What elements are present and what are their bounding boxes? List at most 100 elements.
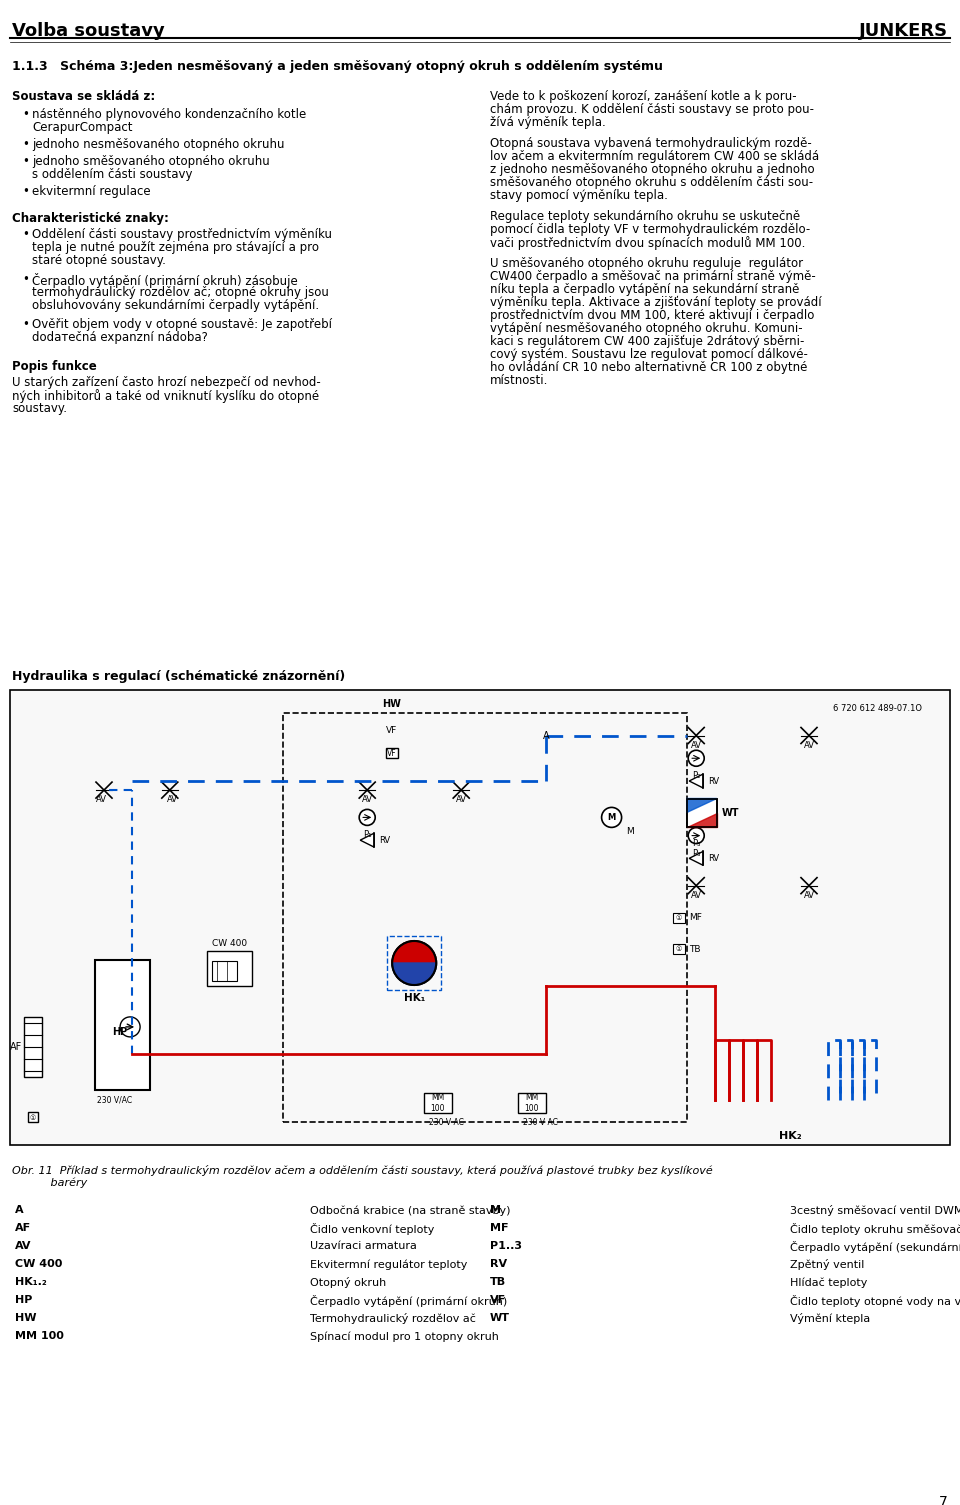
Text: Zpětný ventil: Zpětný ventil <box>790 1260 864 1270</box>
Text: ①: ① <box>676 947 682 953</box>
Text: Spínací modul pro 1 otopny okruh: Spínací modul pro 1 otopny okruh <box>310 1330 499 1341</box>
Text: MF: MF <box>688 914 702 923</box>
Text: CerapurCompact: CerapurCompact <box>32 120 132 134</box>
Text: 7: 7 <box>939 1494 948 1505</box>
Text: P₂: P₂ <box>692 771 701 780</box>
Wedge shape <box>393 963 436 984</box>
Text: MM
100: MM 100 <box>430 1094 444 1112</box>
Text: WT: WT <box>490 1312 510 1323</box>
Text: Čerpadlo vytápění (primární okruh) zásobuje: Čerpadlo vytápění (primární okruh) zásob… <box>32 272 298 287</box>
Text: jednoho nesměšovaného otopného okruhu: jednoho nesměšovaného otopného okruhu <box>32 138 284 151</box>
Circle shape <box>602 807 622 828</box>
Text: 230 V/AC: 230 V/AC <box>97 1096 132 1105</box>
Text: TB: TB <box>688 945 700 954</box>
Polygon shape <box>360 834 374 847</box>
Circle shape <box>688 828 705 844</box>
Text: jednoho směšovaného otopného okruhu: jednoho směšovaného otopného okruhu <box>32 155 270 169</box>
Text: •: • <box>22 318 29 331</box>
Text: HK₂: HK₂ <box>779 1132 802 1141</box>
Text: AV: AV <box>804 891 814 900</box>
Text: Oddělení části soustavy prostřednictvím výměníku: Oddělení části soustavy prostřednictvím … <box>32 227 332 241</box>
Text: ných inhibitorů a také od vniknutí kyslíku do otopné: ných inhibitorů a také od vniknutí kyslí… <box>12 388 319 403</box>
Text: Volba soustavy: Volba soustavy <box>12 23 165 41</box>
Text: Uzavíraci armatura: Uzavíraci armatura <box>310 1242 417 1251</box>
Bar <box>95 960 150 1091</box>
Text: z jednoho nesměšovaného otopného okruhu a jednoho: z jednoho nesměšovaného otopného okruhu … <box>490 163 815 176</box>
Text: cový systém. Soustavu lze regulovat pomocí dálkové-: cový systém. Soustavu lze regulovat pomo… <box>490 348 808 361</box>
Text: chám provozu. K oddělení části soustavy se proto pou-: chám provozu. K oddělení části soustavy … <box>490 102 814 116</box>
Text: níku tepla a čerpadlo vytápění na sekundární straně: níku tepla a čerpadlo vytápění na sekund… <box>490 283 800 296</box>
Polygon shape <box>686 813 717 826</box>
Text: vytápění nesměšovaného otopného okruhu. Komuni-: vytápění nesměšovaného otopného okruhu. … <box>490 322 803 336</box>
Text: Čidlo teploty otopné vody na výstupu: Čidlo teploty otopné vody na výstupu <box>790 1294 960 1306</box>
Text: AV: AV <box>15 1242 32 1251</box>
Text: M: M <box>627 828 635 837</box>
Text: Termohydraulický rozdělov ač: Termohydraulický rozdělov ač <box>310 1312 476 1324</box>
Text: HK₁: HK₁ <box>403 993 425 1002</box>
Text: HK₁.₂: HK₁.₂ <box>15 1278 47 1287</box>
Text: obsluhovovány sekundárními čerpadly vytápění.: obsluhovovány sekundárními čerpadly vytá… <box>32 299 319 312</box>
Text: CW 400: CW 400 <box>212 939 247 948</box>
Text: lov ačem a ekvitermním regulátorem CW 400 se skládá: lov ačem a ekvitermním regulátorem CW 40… <box>490 150 819 163</box>
Text: HP: HP <box>15 1294 33 1305</box>
Text: AV: AV <box>690 740 702 749</box>
Text: •: • <box>22 185 29 199</box>
Text: s oddělením části soustavy: s oddělením části soustavy <box>32 169 193 181</box>
Text: Čerpadlo vytápění (primární okruh): Čerpadlo vytápění (primární okruh) <box>310 1294 507 1306</box>
Text: AV: AV <box>690 891 702 900</box>
Text: JUNKERS: JUNKERS <box>859 23 948 41</box>
Polygon shape <box>686 799 717 813</box>
Text: Regulace teploty sekundárního okruhu se uskutečně: Regulace teploty sekundárního okruhu se … <box>490 211 800 223</box>
Text: soustavy.: soustavy. <box>12 402 67 415</box>
Text: •: • <box>22 108 29 120</box>
Text: Ověřit objem vody v otopné soustavě: Je zapotřebí: Ověřit objem vody v otopné soustavě: Je … <box>32 318 332 331</box>
Text: Obr. 11  Příklad s termohydraulickým rozdělov ačem a oddělením části soustavy, k: Obr. 11 Příklad s termohydraulickým rozd… <box>12 1165 712 1189</box>
Text: Popis funkce: Popis funkce <box>12 360 97 373</box>
Text: Otopná soustava vybavená termohydraulickým rozdě-: Otopná soustava vybavená termohydraulick… <box>490 137 812 150</box>
Text: TB: TB <box>490 1278 506 1287</box>
Text: Čidlo teploty okruhu směšovače: Čidlo teploty okruhu směšovače <box>790 1224 960 1236</box>
Text: 6 720 612 489-07.1O: 6 720 612 489-07.1O <box>832 704 922 713</box>
Text: HP: HP <box>112 1026 128 1037</box>
Text: U starých zařízení často hrozí nebezpečí od nevhod-: U starých zařízení často hrozí nebezpečí… <box>12 376 321 388</box>
Text: VF: VF <box>490 1294 506 1305</box>
Text: Soustava se skládá z:: Soustava se skládá z: <box>12 90 156 102</box>
Text: Čerpadlo vytápění (sekundární okruh): Čerpadlo vytápění (sekundární okruh) <box>790 1242 960 1254</box>
Text: P₃: P₃ <box>692 838 701 847</box>
Bar <box>207 951 252 986</box>
Text: Hydraulika s regulací (schématické znázornění): Hydraulika s regulací (schématické znázo… <box>12 670 346 683</box>
Text: vači prostřednictvím dvou spínacích modulů MM 100.: vači prostřednictvím dvou spínacích modu… <box>490 236 805 250</box>
Text: CW400 čerpadlo a směšovač na primární straně výmě-: CW400 čerpadlo a směšovač na primární st… <box>490 269 816 283</box>
Text: MM 100: MM 100 <box>15 1330 64 1341</box>
Text: Vede to k poškození korozí, zанášení kotle a k poru-: Vede to k poškození korozí, zанášení kot… <box>490 90 797 102</box>
Text: RV: RV <box>490 1260 507 1269</box>
Text: AF: AF <box>10 1041 22 1052</box>
Text: •: • <box>22 155 29 169</box>
Text: 1.1.3  Schéma 3:Jeden nesměšovaný a jeden směšovaný otopný okruh s oddělením sys: 1.1.3 Schéma 3:Jeden nesměšovaný a jeden… <box>12 60 662 74</box>
Text: RV: RV <box>379 835 391 844</box>
Text: P1..3: P1..3 <box>490 1242 522 1251</box>
Text: 3cestný směšovací ventil DWM...-2: 3cestný směšovací ventil DWM...-2 <box>790 1206 960 1216</box>
Text: Hlídač teploty: Hlídač teploty <box>790 1278 868 1287</box>
Text: •: • <box>22 138 29 151</box>
Bar <box>686 799 717 826</box>
Text: VF: VF <box>387 749 396 757</box>
Text: MF: MF <box>490 1224 509 1233</box>
Text: HW: HW <box>15 1312 36 1323</box>
Text: žívá výměník tepla.: žívá výměník tepla. <box>490 116 606 129</box>
Text: tepla je nutné použít zejména pro stávající a pro: tepla je nutné použít zejména pro stávaj… <box>32 241 319 254</box>
Text: místnosti.: místnosti. <box>490 375 548 387</box>
Text: AV: AV <box>804 740 814 749</box>
Text: dodатеčná expanzní nádoba?: dodатеčná expanzní nádoba? <box>32 331 208 345</box>
Text: Ekvitermní regulátor teploty: Ekvitermní regulátor teploty <box>310 1260 468 1270</box>
Text: AV: AV <box>456 795 467 804</box>
Text: výměníku tepla. Aktivace a zjišťování teploty se provádí: výměníku tepla. Aktivace a zjišťování te… <box>490 296 822 309</box>
Text: MM
100: MM 100 <box>524 1094 539 1112</box>
Text: VF: VF <box>386 727 397 736</box>
Text: WT: WT <box>722 808 739 817</box>
Text: HW: HW <box>383 698 401 709</box>
Text: Charakteristické znaky:: Charakteristické znaky: <box>12 212 169 226</box>
Text: M: M <box>490 1206 501 1215</box>
Circle shape <box>393 941 436 984</box>
Text: ekvitermní regulace: ekvitermní regulace <box>32 185 151 199</box>
